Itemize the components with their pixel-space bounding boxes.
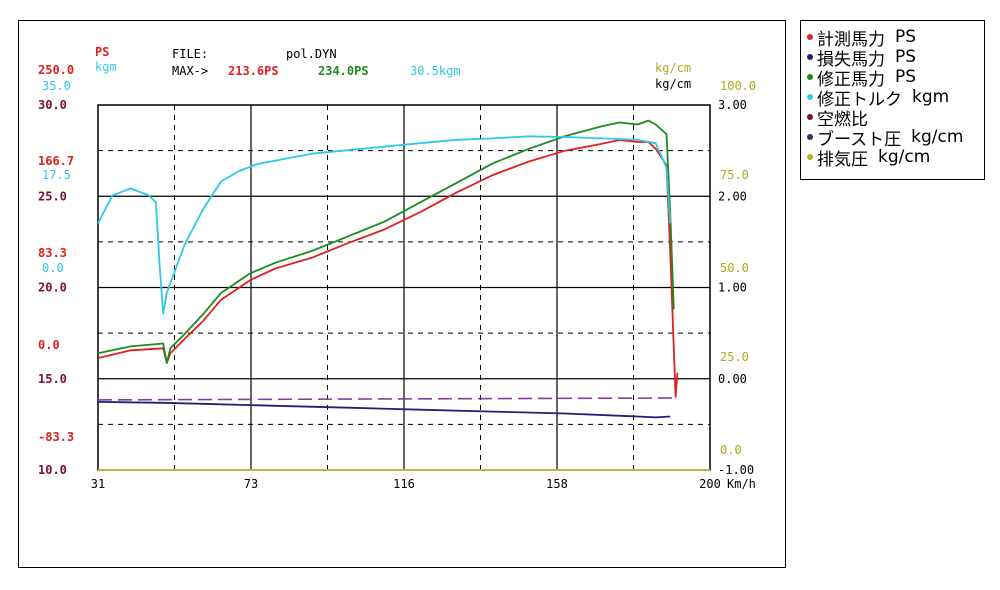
x-axis-tick-label: 116 — [393, 477, 415, 491]
legend-label: 損失馬力 — [817, 49, 885, 70]
left-axis-kgm-label: 35.0 — [42, 79, 71, 93]
legend-item: 損失馬力 PS — [805, 47, 984, 70]
x-axis-tick-label: 31 — [91, 477, 105, 491]
legend: 計測馬力 PS 損失馬力 PS 修正馬力 PS 修正トルク kgm 空燃比 ブースト圧 kg/cm 排… — [800, 20, 985, 180]
x-axis-tick-label: 200 — [699, 477, 721, 491]
left-axis-afr-label: 10.0 — [38, 463, 67, 477]
left-axis-kgm-label: 0.0 — [42, 261, 64, 275]
legend-label: 修正トルク — [817, 89, 902, 110]
legend-label: 空燃比 — [817, 109, 868, 130]
legend-marker-icon — [807, 34, 813, 40]
legend-marker-icon — [807, 114, 813, 120]
right-axis-exhaust-label: 75.0 — [720, 168, 749, 182]
series-line — [97, 119, 675, 364]
series-line — [97, 139, 679, 398]
right-axis-exhaust-label: 0.0 — [720, 443, 742, 457]
chart-frame — [18, 20, 786, 568]
legend-marker-icon — [807, 154, 813, 160]
legend-unit: PS — [895, 27, 917, 47]
legend-marker-icon — [807, 94, 813, 100]
legend-item: 計測馬力 PS — [805, 27, 984, 50]
legend-marker-icon — [807, 54, 813, 60]
right-axis-boost-label: 0.00 — [718, 372, 747, 386]
right-axis-boost-label: 3.00 — [718, 98, 747, 112]
legend-item: 修正トルク kgm — [805, 87, 984, 110]
legend-label: 計測馬力 — [817, 29, 885, 50]
right-axis-exhaust-label: 100.0 — [720, 79, 756, 93]
series-line — [97, 135, 672, 315]
legend-label: 排気圧 — [817, 149, 868, 170]
max-label: MAX-> — [172, 64, 208, 78]
left-axis-ps-label: 166.7 — [38, 154, 74, 168]
legend-unit: kg/cm — [878, 147, 931, 167]
x-axis-tick-label: 158 — [546, 477, 568, 491]
max-torque-kgm: 30.5kgm — [410, 64, 461, 78]
file-label: FILE: — [172, 47, 208, 61]
kgcm-label-boost: kg/cm — [655, 77, 691, 91]
kgm-unit-label: kgm — [95, 60, 117, 74]
series-line — [97, 401, 671, 419]
x-axis-tick-label: 73 — [244, 477, 258, 491]
left-axis-afr-label: 15.0 — [38, 372, 67, 386]
left-axis-afr-label: 30.0 — [38, 98, 67, 112]
left-axis-afr-label: 25.0 — [38, 189, 67, 203]
file-name: pol.DYN — [286, 47, 337, 61]
legend-item: 空燃比 — [805, 107, 984, 130]
left-axis-ps-label: 0.0 — [38, 338, 60, 352]
left-axis-afr-label: 20.0 — [38, 281, 67, 295]
right-axis-boost-label: 1.00 — [718, 281, 747, 295]
left-axis-ps-label: -83.3 — [38, 430, 74, 444]
x-axis-unit: Km/h — [727, 477, 756, 491]
legend-label: 修正馬力 — [817, 69, 885, 90]
right-axis-boost-label: 2.00 — [718, 189, 747, 203]
legend-item: 修正馬力 PS — [805, 67, 984, 90]
legend-label: ブースト圧 — [817, 129, 902, 150]
kgcm-label-exhaust: kg/cm — [655, 61, 691, 75]
legend-unit: kg/cm — [911, 127, 964, 147]
legend-unit: PS — [895, 47, 917, 67]
left-axis-kgm-label: 17.5 — [42, 168, 71, 182]
left-axis-ps-label: 250.0 — [38, 63, 74, 77]
right-axis-exhaust-label: 50.0 — [720, 261, 749, 275]
max-measured-ps: 213.6PS — [228, 64, 279, 78]
legend-item: 排気圧 kg/cm — [805, 147, 984, 170]
ps-unit-label: PS — [95, 45, 109, 59]
right-axis-boost-label: -1.00 — [718, 463, 754, 477]
series-line — [97, 397, 674, 401]
legend-marker-icon — [807, 74, 813, 80]
max-corrected-ps: 234.0PS — [318, 64, 369, 78]
legend-unit: PS — [895, 67, 917, 87]
legend-item: ブースト圧 kg/cm — [805, 127, 984, 150]
right-axis-exhaust-label: 25.0 — [720, 350, 749, 364]
left-axis-ps-label: 83.3 — [38, 246, 67, 260]
legend-marker-icon — [807, 134, 813, 140]
legend-unit: kgm — [912, 87, 950, 107]
